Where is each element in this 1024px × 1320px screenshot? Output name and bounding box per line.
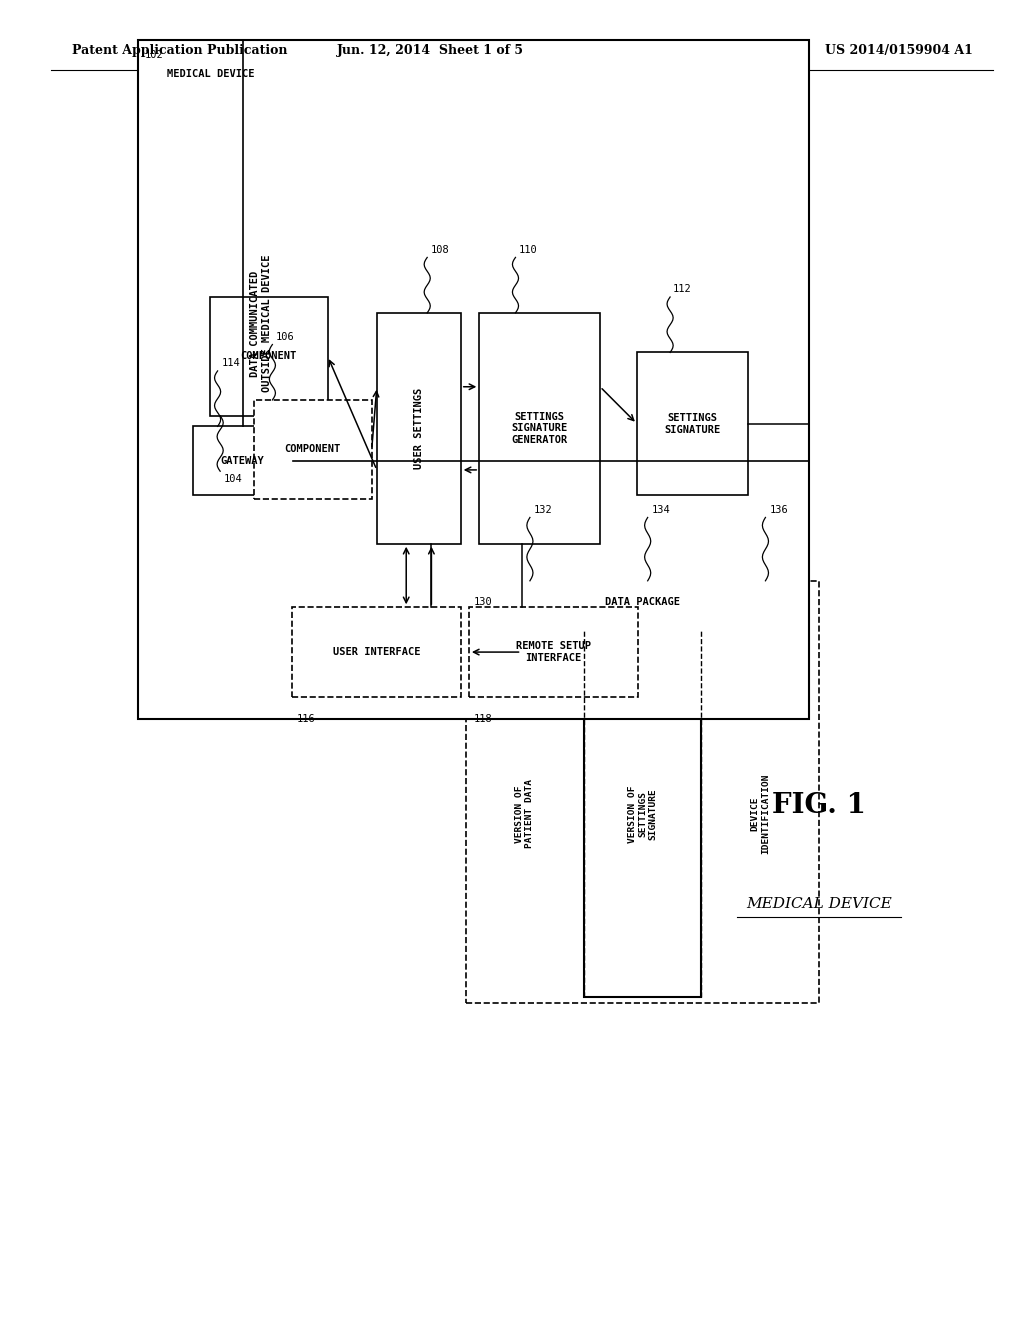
Bar [193, 426, 293, 495]
Text: VERSION OF
PATIENT DATA: VERSION OF PATIENT DATA [515, 779, 535, 849]
Text: COMPONENT: COMPONENT [285, 445, 341, 454]
Text: 136: 136 [770, 504, 788, 515]
Text: USER SETTINGS: USER SETTINGS [414, 388, 424, 469]
Text: Jun. 12, 2014  Sheet 1 of 5: Jun. 12, 2014 Sheet 1 of 5 [337, 44, 523, 57]
Bar [637, 352, 748, 495]
Text: 112: 112 [673, 284, 692, 294]
Text: 118: 118 [474, 714, 493, 725]
Bar [584, 631, 701, 997]
Text: 134: 134 [652, 504, 671, 515]
Text: 108: 108 [430, 244, 450, 255]
Text: VERSION OF
SETTINGS
SIGNATURE: VERSION OF SETTINGS SIGNATURE [628, 785, 657, 842]
Text: 132: 132 [535, 504, 553, 515]
Text: COMPONENT: COMPONENT [241, 351, 297, 362]
Text: DATA COMMUNICATED
OUTSIDE MEDICAL DEVICE: DATA COMMUNICATED OUTSIDE MEDICAL DEVICE [250, 255, 272, 392]
Text: SETTINGS
SIGNATURE: SETTINGS SIGNATURE [665, 413, 720, 434]
Text: MEDICAL DEVICE: MEDICAL DEVICE [746, 898, 892, 911]
Text: 116: 116 [297, 714, 315, 725]
Text: SETTINGS
SIGNATURE
GENERATOR: SETTINGS SIGNATURE GENERATOR [512, 412, 567, 445]
Text: USER INTERFACE: USER INTERFACE [333, 647, 420, 657]
Text: DATA PACKAGE: DATA PACKAGE [605, 597, 680, 607]
Text: DEVICE
IDENTIFICATION: DEVICE IDENTIFICATION [751, 774, 770, 854]
Text: MEDICAL DEVICE: MEDICAL DEVICE [167, 69, 254, 79]
Text: REMOTE SETUP
INTERFACE: REMOTE SETUP INTERFACE [516, 642, 591, 663]
Text: US 2014/0159904 A1: US 2014/0159904 A1 [825, 44, 973, 57]
Bar [479, 313, 600, 544]
Text: 114: 114 [221, 358, 241, 368]
Bar [210, 297, 328, 416]
Bar [292, 607, 461, 697]
Text: GATEWAY: GATEWAY [221, 455, 264, 466]
Text: 106: 106 [275, 331, 294, 342]
Text: 130: 130 [474, 597, 493, 607]
Bar [469, 607, 638, 697]
Bar [466, 581, 819, 1003]
Text: 104: 104 [223, 474, 242, 484]
Text: 110: 110 [518, 244, 538, 255]
Bar [254, 400, 372, 499]
Text: FIG. 1: FIG. 1 [772, 792, 866, 818]
Text: 102: 102 [144, 50, 163, 61]
Bar [138, 40, 809, 719]
Text: Patent Application Publication: Patent Application Publication [72, 44, 287, 57]
Bar [377, 313, 461, 544]
